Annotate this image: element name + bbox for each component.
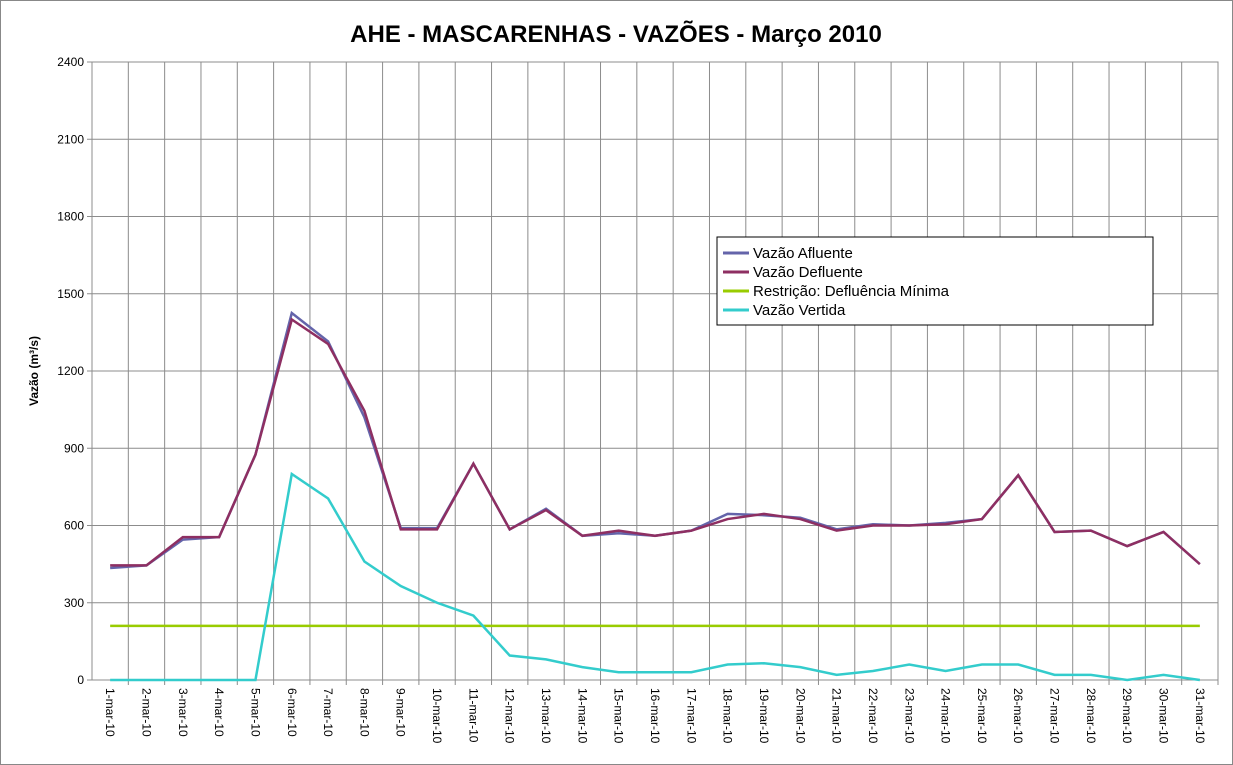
x-tick-label: 7-mar-10: [321, 688, 335, 737]
y-tick-label: 2100: [57, 132, 84, 146]
x-tick-label: 5-mar-10: [248, 688, 262, 737]
x-tick-label: 16-mar-10: [648, 688, 662, 744]
x-tick-label: 31-mar-10: [1193, 688, 1207, 744]
x-tick-label: 19-mar-10: [757, 688, 771, 744]
y-tick-label: 1200: [57, 364, 84, 378]
x-tick-label: 25-mar-10: [975, 688, 989, 744]
legend-label: Vazão Afluente: [753, 245, 853, 262]
x-tick-label: 26-mar-10: [1011, 688, 1025, 744]
legend-label: Restrição: Defluência Mínima: [753, 283, 950, 300]
x-tick-label: 15-mar-10: [612, 688, 626, 744]
x-tick-label: 22-mar-10: [866, 688, 880, 744]
legend-label: Vazão Defluente: [753, 264, 863, 281]
x-tick-label: 27-mar-10: [1048, 688, 1062, 744]
x-tick-label: 4-mar-10: [212, 688, 226, 737]
y-tick-label: 900: [64, 441, 84, 455]
x-tick-label: 13-mar-10: [539, 688, 553, 744]
x-tick-label: 14-mar-10: [575, 688, 589, 744]
x-tick-label: 11-mar-10: [466, 688, 480, 743]
x-tick-label: 3-mar-10: [176, 688, 190, 737]
y-axis-label: Vazão (m³/s): [27, 336, 41, 406]
x-tick-label: 2-mar-10: [139, 688, 153, 737]
y-tick-label: 1800: [57, 210, 84, 224]
x-tick-label: 20-mar-10: [793, 688, 807, 744]
y-tick-label: 1500: [57, 287, 84, 301]
x-tick-label: 1-mar-10: [103, 688, 117, 737]
x-tick-label: 10-mar-10: [430, 688, 444, 744]
series-line: [110, 471, 1201, 682]
x-tick-label: 28-mar-10: [1084, 688, 1098, 744]
x-tick-label: 8-mar-10: [357, 688, 371, 737]
x-tick-label: 12-mar-10: [503, 688, 517, 744]
x-tick-label: 23-mar-10: [902, 688, 916, 744]
x-tick-label: 9-mar-10: [394, 688, 408, 737]
plot-border: [91, 61, 1219, 681]
series-line: [110, 317, 1201, 567]
y-tick-label: 2400: [57, 55, 84, 69]
x-tick-label: 6-mar-10: [285, 688, 299, 737]
x-tick-label: 21-mar-10: [830, 688, 844, 744]
x-tick-label: 30-mar-10: [1157, 688, 1171, 744]
legend-box: [716, 236, 1154, 326]
y-tick-label: 600: [64, 519, 84, 533]
chart-title: AHE - MASCARENHAS - VAZÕES - Março 2010: [350, 20, 882, 48]
y-tick-label: 300: [64, 596, 84, 610]
x-tick-label: 17-mar-10: [684, 688, 698, 744]
y-tick-label: 0: [77, 673, 84, 687]
legend-label: Vazão Vertida: [753, 302, 846, 319]
x-tick-label: 18-mar-10: [721, 688, 735, 744]
x-tick-label: 29-mar-10: [1120, 688, 1134, 744]
x-tick-label: 24-mar-10: [939, 688, 953, 744]
